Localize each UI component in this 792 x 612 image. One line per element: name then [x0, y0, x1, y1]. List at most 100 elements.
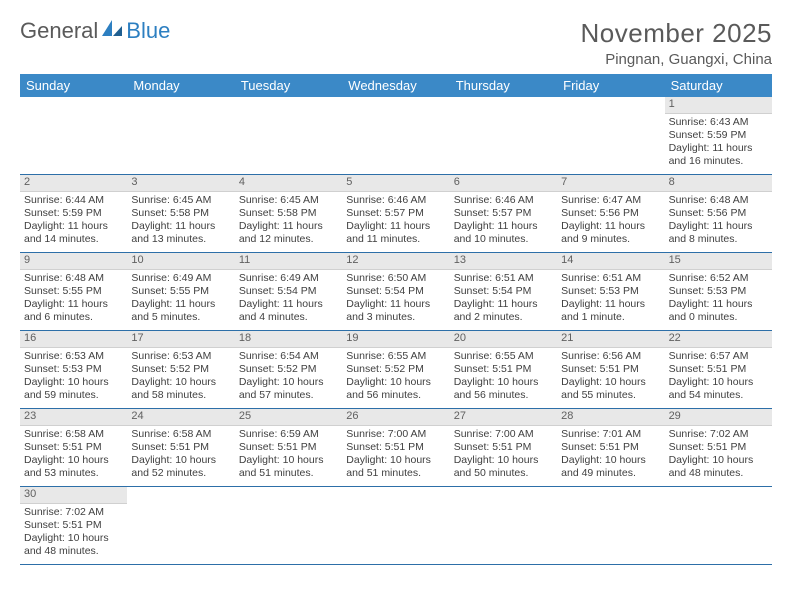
logo-text-1: General [20, 18, 98, 44]
calendar-cell: 3 Sunrise: 6:45 AMSunset: 5:58 PMDaylight… [127, 175, 234, 253]
daylight-line: Daylight: 10 hours and 56 minutes. [454, 376, 553, 402]
sunset-line: Sunset: 5:54 PM [239, 285, 338, 298]
day-number: 3 [127, 175, 234, 192]
day-info: Sunrise: 6:59 AMSunset: 5:51 PMDaylight:… [235, 426, 342, 485]
day-number: 23 [20, 409, 127, 426]
sunset-line: Sunset: 5:51 PM [561, 363, 660, 376]
sunrise-line: Sunrise: 7:02 AM [24, 506, 123, 519]
location: Pingnan, Guangxi, China [581, 51, 773, 68]
day-number: 22 [665, 331, 772, 348]
calendar-cell: 7Sunrise: 6:47 AMSunset: 5:56 PMDaylight… [557, 175, 664, 253]
sunrise-line: Sunrise: 6:46 AM [454, 194, 553, 207]
month-title: November 2025 [581, 18, 773, 49]
sunset-line: Sunset: 5:57 PM [346, 207, 445, 220]
calendar-cell-empty [235, 487, 342, 565]
daylight-line: Daylight: 10 hours and 55 minutes. [561, 376, 660, 402]
logo-sail-icon [100, 18, 124, 44]
sunset-line: Sunset: 5:51 PM [239, 441, 338, 454]
sunset-line: Sunset: 5:58 PM [131, 207, 230, 220]
calendar-cell-empty [127, 97, 234, 175]
day-number: 5 [342, 175, 449, 192]
weekday-header: Sunday [20, 74, 127, 97]
day-info: Sunrise: 6:55 AMSunset: 5:51 PMDaylight:… [450, 348, 557, 407]
calendar-cell: 12Sunrise: 6:50 AMSunset: 5:54 PMDayligh… [342, 253, 449, 331]
sunset-line: Sunset: 5:51 PM [561, 441, 660, 454]
calendar-cell: 25Sunrise: 6:59 AMSunset: 5:51 PMDayligh… [235, 409, 342, 487]
weekday-header: Thursday [450, 74, 557, 97]
day-info: Sunrise: 6:48 AMSunset: 5:55 PMDaylight:… [20, 270, 127, 329]
day-info: Sunrise: 6:44 AMSunset: 5:59 PMDaylight:… [20, 192, 127, 251]
daylight-line: Daylight: 10 hours and 48 minutes. [669, 454, 768, 480]
sunset-line: Sunset: 5:52 PM [131, 363, 230, 376]
calendar-cell: 21Sunrise: 6:56 AMSunset: 5:51 PMDayligh… [557, 331, 664, 409]
calendar-cell: 5Sunrise: 6:46 AMSunset: 5:57 PMDaylight… [342, 175, 449, 253]
day-number: 26 [342, 409, 449, 426]
sunset-line: Sunset: 5:51 PM [346, 441, 445, 454]
day-info: Sunrise: 6:54 AMSunset: 5:52 PMDaylight:… [235, 348, 342, 407]
sunset-line: Sunset: 5:51 PM [454, 363, 553, 376]
daylight-line: Daylight: 11 hours and 13 minutes. [131, 220, 230, 246]
day-number: 15 [665, 253, 772, 270]
daylight-line: Daylight: 11 hours and 16 minutes. [669, 142, 768, 168]
sunrise-line: Sunrise: 6:52 AM [669, 272, 768, 285]
day-number: 14 [557, 253, 664, 270]
day-number: 8 [665, 175, 772, 192]
day-number: 18 [235, 331, 342, 348]
sunset-line: Sunset: 5:52 PM [239, 363, 338, 376]
daylight-line: Daylight: 11 hours and 10 minutes. [454, 220, 553, 246]
logo: General Blue [20, 18, 170, 44]
daylight-line: Daylight: 11 hours and 14 minutes. [24, 220, 123, 246]
calendar-cell: 10Sunrise: 6:49 AMSunset: 5:55 PMDayligh… [127, 253, 234, 331]
daylight-line: Daylight: 11 hours and 1 minute. [561, 298, 660, 324]
day-number: 24 [127, 409, 234, 426]
calendar-cell-empty [342, 487, 449, 565]
daylight-line: Daylight: 10 hours and 52 minutes. [131, 454, 230, 480]
sunrise-line: Sunrise: 6:45 AM [131, 194, 230, 207]
calendar-cell: 26Sunrise: 7:00 AMSunset: 5:51 PMDayligh… [342, 409, 449, 487]
daylight-line: Daylight: 10 hours and 49 minutes. [561, 454, 660, 480]
sunset-line: Sunset: 5:55 PM [24, 285, 123, 298]
day-info: Sunrise: 6:57 AMSunset: 5:51 PMDaylight:… [665, 348, 772, 407]
calendar-cell: 14Sunrise: 6:51 AMSunset: 5:53 PMDayligh… [557, 253, 664, 331]
day-number: 12 [342, 253, 449, 270]
day-info: Sunrise: 7:02 AMSunset: 5:51 PMDaylight:… [20, 504, 127, 563]
day-info: Sunrise: 6:55 AMSunset: 5:52 PMDaylight:… [342, 348, 449, 407]
sunset-line: Sunset: 5:58 PM [239, 207, 338, 220]
calendar-cell: 16Sunrise: 6:53 AMSunset: 5:53 PMDayligh… [20, 331, 127, 409]
day-info: Sunrise: 6:53 AMSunset: 5:52 PMDaylight:… [127, 348, 234, 407]
calendar-cell-empty [557, 487, 664, 565]
day-info: Sunrise: 6:58 AMSunset: 5:51 PMDaylight:… [20, 426, 127, 485]
calendar-cell: 19Sunrise: 6:55 AMSunset: 5:52 PMDayligh… [342, 331, 449, 409]
sunset-line: Sunset: 5:52 PM [346, 363, 445, 376]
day-info: Sunrise: 6:50 AMSunset: 5:54 PMDaylight:… [342, 270, 449, 329]
calendar-cell: 18Sunrise: 6:54 AMSunset: 5:52 PMDayligh… [235, 331, 342, 409]
calendar-cell-empty [450, 487, 557, 565]
sunset-line: Sunset: 5:59 PM [669, 129, 768, 142]
calendar-cell: 4Sunrise: 6:45 AMSunset: 5:58 PMDaylight… [235, 175, 342, 253]
sunset-line: Sunset: 5:51 PM [131, 441, 230, 454]
day-info: Sunrise: 6:43 AMSunset: 5:59 PMDaylight:… [665, 114, 772, 173]
sunrise-line: Sunrise: 6:58 AM [24, 428, 123, 441]
day-number: 25 [235, 409, 342, 426]
calendar-cell: 6Sunrise: 6:46 AMSunset: 5:57 PMDaylight… [450, 175, 557, 253]
sunset-line: Sunset: 5:53 PM [24, 363, 123, 376]
day-info: Sunrise: 7:00 AMSunset: 5:51 PMDaylight:… [450, 426, 557, 485]
sunrise-line: Sunrise: 6:50 AM [346, 272, 445, 285]
weekday-header: Saturday [665, 74, 772, 97]
sunrise-line: Sunrise: 6:44 AM [24, 194, 123, 207]
sunrise-line: Sunrise: 6:46 AM [346, 194, 445, 207]
sunset-line: Sunset: 5:54 PM [346, 285, 445, 298]
sunrise-line: Sunrise: 7:00 AM [454, 428, 553, 441]
day-info: Sunrise: 6:46 AMSunset: 5:57 PMDaylight:… [342, 192, 449, 251]
sunrise-line: Sunrise: 7:02 AM [669, 428, 768, 441]
sunset-line: Sunset: 5:56 PM [561, 207, 660, 220]
day-info: Sunrise: 6:49 AMSunset: 5:54 PMDaylight:… [235, 270, 342, 329]
calendar-header-row: SundayMondayTuesdayWednesdayThursdayFrid… [20, 74, 772, 97]
daylight-line: Daylight: 11 hours and 5 minutes. [131, 298, 230, 324]
sunset-line: Sunset: 5:57 PM [454, 207, 553, 220]
day-info: Sunrise: 6:46 AMSunset: 5:57 PMDaylight:… [450, 192, 557, 251]
sunrise-line: Sunrise: 6:55 AM [346, 350, 445, 363]
sunrise-line: Sunrise: 6:53 AM [131, 350, 230, 363]
calendar-body: 1Sunrise: 6:43 AMSunset: 5:59 PMDaylight… [20, 97, 772, 565]
day-info: Sunrise: 6:58 AMSunset: 5:51 PMDaylight:… [127, 426, 234, 485]
